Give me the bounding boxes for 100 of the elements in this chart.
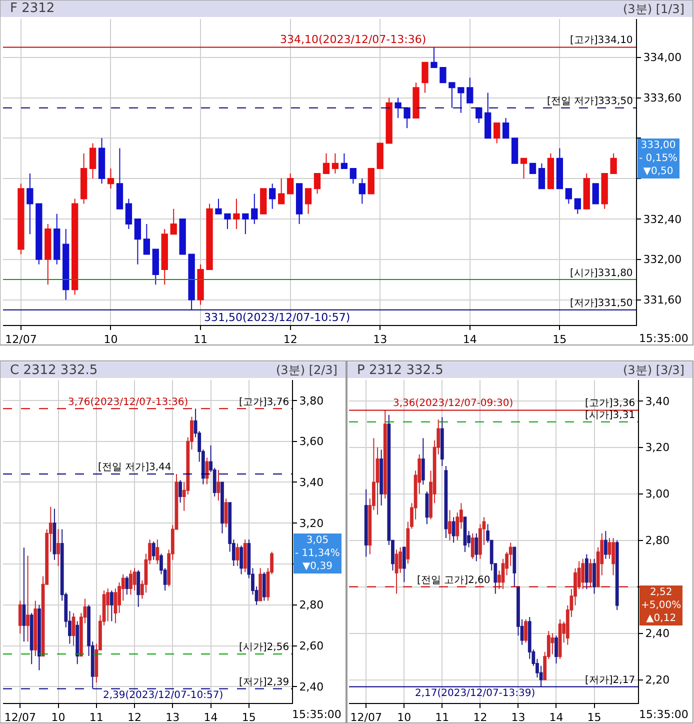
y-tick-label: 3,60 <box>299 435 324 448</box>
candlestick <box>34 600 38 656</box>
x-tick-label: 13 <box>511 711 526 724</box>
y-tick-label: 334,00 <box>643 51 682 64</box>
candlestick <box>240 545 243 575</box>
ref-line-label: [전일 저가]3,44 <box>98 462 172 473</box>
candlestick <box>18 183 24 255</box>
x-tick-label: 12/07 <box>4 711 36 724</box>
candlestick <box>314 173 321 194</box>
candlestick <box>296 183 303 225</box>
candlestick <box>386 97 392 144</box>
candlestick <box>554 635 558 664</box>
candlestick <box>484 92 492 139</box>
ref-line-label: [전일 저가]333,50 <box>547 96 633 107</box>
candlestick <box>26 555 30 642</box>
candlestick <box>224 213 231 230</box>
candlestick <box>524 618 528 644</box>
candlestick <box>615 540 619 611</box>
candlestick <box>52 508 56 560</box>
candlestick <box>412 82 420 118</box>
candlestick <box>170 208 177 235</box>
candlestick <box>612 538 615 576</box>
y-tick-label: 2,60 <box>299 640 324 653</box>
annotation: 2,17(2023/12/07-13:39) <box>415 688 536 699</box>
y-tick-label: 2,40 <box>645 627 670 640</box>
candlestick <box>36 203 42 265</box>
candlestick <box>358 178 366 204</box>
candlestick <box>588 558 592 588</box>
ref-line-label: [고가]334,10 <box>570 35 633 46</box>
candlestick <box>56 528 60 567</box>
candlestick <box>38 604 41 671</box>
candlestick <box>494 122 500 144</box>
x-tick-label: 10 <box>104 333 118 346</box>
candlestick <box>197 264 204 306</box>
candlestick <box>502 117 510 139</box>
candlestick <box>62 228 70 300</box>
candlestick <box>236 543 240 567</box>
x-tick-label: 12/07 <box>350 711 382 724</box>
annotation: 3,36(2023/12/07-09:30) <box>393 398 514 409</box>
candlestick <box>340 152 348 169</box>
ref-line-label: [고가]3,36 <box>585 398 636 409</box>
candlestick <box>440 416 444 466</box>
ref-line-label: [저가]331,50 <box>570 298 633 309</box>
y-tick-label: 2,20 <box>645 674 670 687</box>
candlestick <box>448 510 452 541</box>
ref-line-label: [시가]2,56 <box>239 642 290 653</box>
candlestick <box>205 457 209 485</box>
candlestick <box>269 183 276 210</box>
candlestick <box>116 148 124 210</box>
candlestick <box>152 541 156 560</box>
candlestick <box>242 213 249 235</box>
candlestick <box>132 568 136 592</box>
candlestick <box>476 107 482 124</box>
text: 333,00 - 0,15% ▼0,50 <box>639 140 678 177</box>
candlestick <box>556 148 564 190</box>
candlestick <box>463 516 467 552</box>
candlestick <box>206 203 213 270</box>
candlestick <box>161 228 168 286</box>
candlestick <box>448 82 456 108</box>
chart-title: C 2312 332.5 <box>10 363 98 378</box>
candlestick <box>134 218 142 265</box>
candlestick <box>592 558 596 594</box>
candlestick <box>332 152 339 174</box>
candlestick <box>44 224 52 286</box>
x-tick-label: 11 <box>89 711 104 724</box>
candlestick <box>584 554 588 590</box>
annotation: 331,50(2023/12/07-10:57) <box>204 311 350 324</box>
y-tick-label: 2,80 <box>299 598 324 612</box>
text: 3,05 - 11,34% ▼0,39 <box>295 535 340 572</box>
ref-line-label: [저가]2,17 <box>585 675 636 686</box>
y-tick-label: 3,80 <box>299 394 324 408</box>
candlestick <box>364 488 368 558</box>
candlestick <box>129 570 132 596</box>
candlestick <box>179 218 186 255</box>
y-tick-label: 332,00 <box>643 253 682 266</box>
x-tick-label: 10 <box>51 711 66 724</box>
candlestick <box>558 618 562 660</box>
candlestick <box>304 188 312 214</box>
x-tick-label: 12 <box>128 711 142 724</box>
y-tick-label: 333,60 <box>643 92 682 105</box>
candlestick <box>30 612 34 665</box>
candlestick <box>80 152 88 204</box>
candlestick <box>143 224 150 255</box>
candlestick <box>404 107 410 129</box>
candlestick <box>440 66 446 84</box>
ref-line-label: [시가]331,80 <box>570 268 633 279</box>
candlestick <box>54 213 60 265</box>
chart-title: F 2312 <box>10 1 55 16</box>
candlestick <box>470 532 474 560</box>
candlestick <box>452 516 456 544</box>
candlestick <box>512 546 516 588</box>
candlestick <box>581 558 585 590</box>
annotation: 2,39(2023/12/07-10:57) <box>103 690 224 701</box>
x-tick-label: 10 <box>397 711 412 724</box>
x-tick-label: 12 <box>283 333 298 346</box>
x-tick-label: 13 <box>166 711 180 724</box>
y-tick-label: 3,40 <box>645 394 670 408</box>
ref-line-label: [시가]3,31 <box>585 410 636 421</box>
chart-subtitle: (3분) [2/3] <box>276 363 338 377</box>
candlestick <box>251 193 258 225</box>
